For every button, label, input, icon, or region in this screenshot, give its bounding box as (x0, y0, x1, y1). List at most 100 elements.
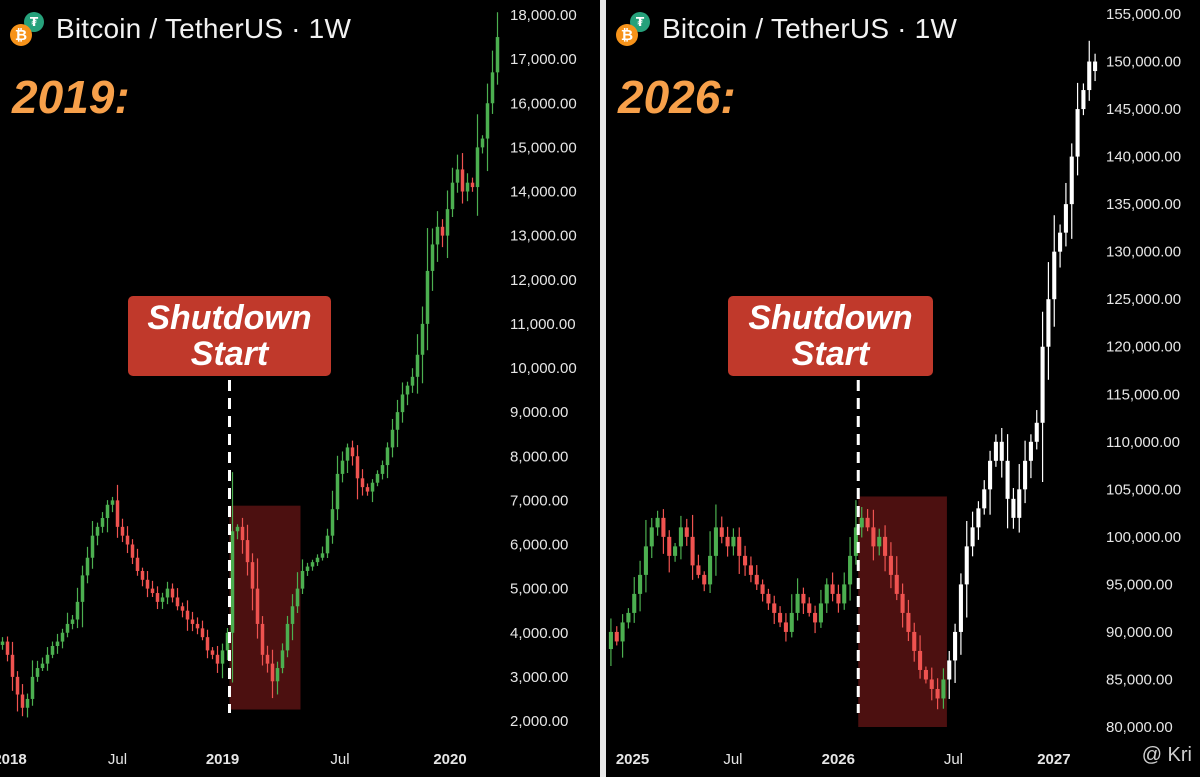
candle-body (410, 376, 415, 386)
candle-body (95, 526, 100, 536)
candle-body (696, 565, 701, 575)
candle-body (871, 527, 876, 547)
candle-body (85, 557, 90, 576)
candle-body (1011, 498, 1016, 518)
candle-body (1069, 156, 1074, 205)
candle-body (405, 385, 410, 395)
y-tick-label: 9,000.00 (510, 404, 568, 421)
candle-body (1081, 90, 1086, 110)
candle-body (305, 566, 310, 571)
candle-body (35, 668, 40, 677)
candle-body (235, 526, 240, 532)
y-tick-label: 85,000.00 (1106, 671, 1173, 688)
candle-body (335, 473, 340, 510)
pair-title: Bitcoin / TetherUS · 1W (662, 13, 958, 44)
candle-body (130, 544, 135, 558)
candle-body (807, 603, 812, 613)
candle-body (743, 555, 748, 566)
candle-body (778, 612, 783, 623)
candle-body (941, 679, 946, 699)
candle-body (420, 323, 425, 355)
candle-body (205, 637, 210, 651)
candle-body (842, 584, 847, 604)
y-tick-label: 16,000.00 (510, 95, 577, 112)
y-tick-label: 105,000.00 (1106, 481, 1181, 498)
candle-body (470, 182, 475, 188)
candle-body (713, 527, 718, 556)
candle-body (295, 588, 300, 607)
x-tick-label: Jul (108, 751, 127, 768)
chart-panel-2026: 155,000.00 150,000.00 145,000.00 140,000.00… (606, 0, 1200, 777)
x-tick-label: Jul (944, 751, 963, 768)
candle-body (929, 679, 934, 689)
candle-body (912, 631, 917, 651)
candle-body (731, 536, 736, 547)
candle-body (1040, 346, 1045, 423)
candle-body (760, 584, 765, 594)
candle-body (400, 394, 405, 413)
candle-body (365, 487, 370, 492)
candle-body (230, 531, 235, 633)
candle-body (684, 527, 689, 537)
y-tick-label: 95,000.00 (1106, 576, 1173, 593)
candle-body (385, 447, 390, 466)
candle-body (1075, 109, 1080, 157)
y-tick-label: 6,000.00 (510, 537, 568, 554)
candle-body (455, 169, 460, 183)
y-tick-label: 5,000.00 (510, 581, 568, 598)
x-tick-label: 2027 (1037, 751, 1070, 768)
candle-body (75, 601, 80, 620)
candle-body (1046, 299, 1051, 347)
candle-body (632, 593, 637, 613)
y-tick-label: 150,000.00 (1106, 54, 1181, 71)
candle-body (40, 663, 45, 669)
candle-body (883, 536, 888, 556)
y-tick-label: 140,000.00 (1106, 149, 1181, 166)
candlestick-chart-2026: 155,000.00 150,000.00 145,000.00 140,000.00… (608, 6, 1181, 768)
y-tick-label: 145,000.00 (1106, 101, 1181, 118)
candle-body (125, 535, 130, 545)
candle-body (275, 668, 280, 682)
candle-body (145, 579, 150, 589)
candle-body (350, 447, 355, 457)
candle-body (655, 517, 660, 528)
candle-body (638, 574, 643, 594)
candle-body (60, 632, 65, 642)
candle-body (450, 182, 455, 210)
y-tick-label: 3,000.00 (510, 669, 568, 686)
candle-body (165, 588, 170, 598)
candle-body (853, 527, 858, 556)
candle-body (673, 546, 678, 556)
y-tick-label: 2,000.00 (510, 713, 568, 730)
candle-body (120, 526, 125, 536)
candle-body (795, 593, 800, 613)
candle-body (848, 555, 853, 585)
candle-body (1034, 422, 1039, 442)
candle-body (80, 575, 85, 602)
candle-body (690, 536, 695, 566)
candle-body (789, 612, 794, 632)
candle-body (748, 565, 753, 575)
candle-body (250, 562, 255, 589)
candle-body (918, 650, 923, 670)
y-tick-label: 14,000.00 (510, 184, 577, 201)
candle-body (783, 622, 788, 632)
panel-divider (600, 0, 606, 777)
candle-body (45, 654, 50, 664)
candle-body (110, 500, 115, 505)
y-tick-label: 80,000.00 (1106, 719, 1173, 736)
candle-body (1087, 61, 1092, 91)
candle-body (30, 676, 35, 699)
candle-body (894, 574, 899, 594)
watermark: @ Kri (1141, 744, 1192, 766)
chart-header: ₮ ₿ Bitcoin / TetherUS · 1W (10, 10, 351, 48)
candle-body (190, 619, 195, 624)
candle-body (175, 597, 180, 607)
candle-body (813, 612, 818, 623)
y-tick-label: 130,000.00 (1106, 244, 1181, 261)
candle-body (480, 138, 485, 148)
x-tick-label: 2025 (616, 751, 649, 768)
candle-body (649, 527, 654, 547)
candle-body (100, 518, 105, 527)
candle-body (982, 489, 987, 509)
